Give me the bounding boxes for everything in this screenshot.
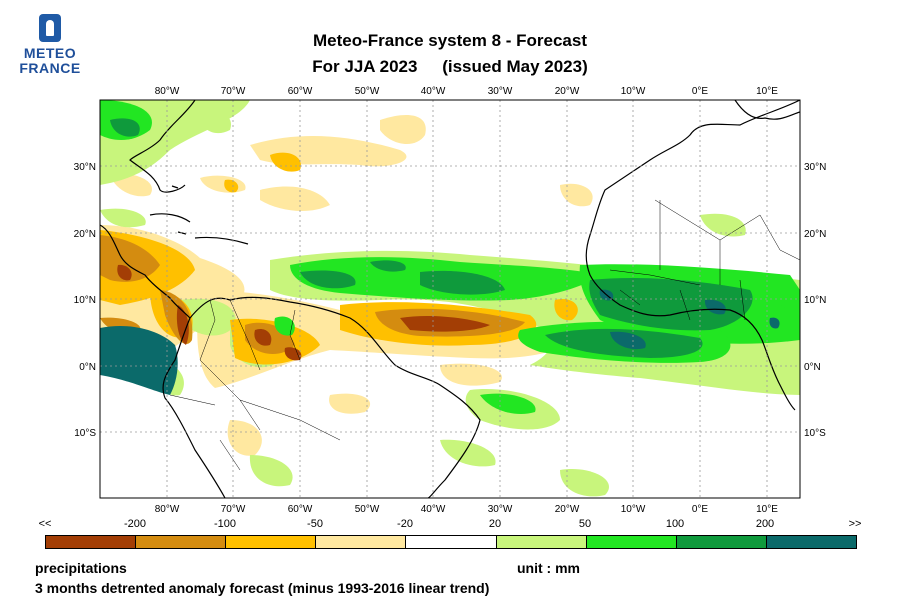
dark-green-field <box>110 118 753 358</box>
legend-label: 20 <box>488 518 502 530</box>
lat-label-right: 30°N <box>804 162 826 173</box>
lon-label-top: 40°W <box>421 86 446 97</box>
lon-label-bottom: 30°W <box>488 504 513 515</box>
description-label: 3 months detrented anomaly forecast (min… <box>35 580 490 596</box>
lon-label-top: 70°W <box>221 86 246 97</box>
legend-label: -200 <box>123 518 147 530</box>
legend-swatch <box>675 536 766 548</box>
lon-labels-bottom: 80°W 70°W 60°W 50°W 40°W 30°W 20°W 10°W … <box>155 504 779 515</box>
lon-label-top: 0°E <box>692 86 709 97</box>
title-issued: (issued May 2023) <box>442 57 588 76</box>
legend-label: -100 <box>213 518 237 530</box>
title-line2: For JJA 2023 (issued May 2023) <box>240 54 660 80</box>
lon-label-bottom: 60°W <box>288 504 313 515</box>
lon-label-top: 30°W <box>488 86 513 97</box>
lat-label-right: 10°S <box>804 428 826 439</box>
coastlines <box>100 100 800 498</box>
legend-labels: << -200 -100 -50 -20 20 50 100 200 >> <box>0 518 900 532</box>
dark-brown-field <box>117 264 490 361</box>
lon-label-bottom: 80°W <box>155 504 180 515</box>
lat-labels-right: 30°N 20°N 10°N 0°N 10°S <box>804 162 826 439</box>
lat-labels-left: 30°N 20°N 10°N 0°N 10°S <box>74 162 97 439</box>
title-line1: Meteo-France system 8 - Forecast <box>313 31 587 50</box>
legend-swatch <box>585 536 676 548</box>
anomaly-fields <box>100 100 800 497</box>
map-title: Meteo-France system 8 - Forecast For JJA… <box>240 28 660 80</box>
legend-swatch <box>765 536 856 548</box>
legend-label: 50 <box>578 518 592 530</box>
lon-label-top: 10°W <box>621 86 646 97</box>
lon-label-top: 60°W <box>288 86 313 97</box>
legend-label: -50 <box>307 518 323 530</box>
lon-label-bottom: 50°W <box>355 504 380 515</box>
lat-label-left: 10°S <box>74 428 96 439</box>
lon-label-bottom: 10°W <box>621 504 646 515</box>
lon-label-top: 80°W <box>155 86 180 97</box>
legend-swatch <box>405 536 496 548</box>
lat-label-left: 30°N <box>74 162 96 173</box>
legend-colorbar <box>45 535 857 549</box>
legend-label: 200 <box>755 518 775 530</box>
lon-label-top: 10°E <box>756 86 778 97</box>
title-season: For JJA 2023 <box>312 57 418 76</box>
legend-swatch <box>495 536 586 548</box>
lat-label-right: 0°N <box>804 362 821 373</box>
legend-swatch <box>225 536 316 548</box>
logo-text-line2: FRANCE <box>19 60 81 76</box>
lon-label-bottom: 40°W <box>421 504 446 515</box>
variable-label: precipitations <box>35 560 127 576</box>
precipitation-anomaly-map: 80°W 70°W 60°W 50°W 40°W 30°W 20°W 10°W … <box>0 80 900 520</box>
meteo-france-emblem-icon <box>39 14 61 42</box>
lat-label-right: 10°N <box>804 295 826 306</box>
lon-label-bottom: 10°E <box>756 504 778 515</box>
legend-swatch <box>135 536 226 548</box>
lon-label-bottom: 70°W <box>221 504 246 515</box>
legend-swatch <box>315 536 406 548</box>
lat-label-right: 20°N <box>804 229 826 240</box>
lon-label-bottom: 0°E <box>692 504 709 515</box>
lat-label-left: 10°N <box>74 295 96 306</box>
legend-swatch <box>46 536 136 548</box>
south-america-coast <box>162 296 481 498</box>
caribbean-islands <box>149 185 249 245</box>
lat-label-left: 0°N <box>79 362 96 373</box>
legend-label: << <box>38 518 52 530</box>
map-svg: 80°W 70°W 60°W 50°W 40°W 30°W 20°W 10°W … <box>74 86 827 515</box>
lat-label-left: 20°N <box>74 229 96 240</box>
legend-label: -20 <box>397 518 413 530</box>
iberia-coast <box>734 100 800 120</box>
legend-label: 100 <box>665 518 685 530</box>
lon-label-top: 20°W <box>555 86 580 97</box>
meteo-france-logo: METEO FRANCE <box>14 14 86 76</box>
lon-label-bottom: 20°W <box>555 504 580 515</box>
legend-label: >> <box>848 518 862 530</box>
graticule <box>100 100 800 498</box>
unit-label: unit : mm <box>517 560 580 576</box>
north-america-coast <box>100 100 196 319</box>
africa-coast <box>585 100 800 411</box>
logo-text-line1: METEO <box>23 45 77 61</box>
teal-field <box>100 289 780 395</box>
map-frame <box>99 99 801 499</box>
lon-label-top: 50°W <box>355 86 380 97</box>
lon-labels-top: 80°W 70°W 60°W 50°W 40°W 30°W 20°W 10°W … <box>155 86 779 97</box>
